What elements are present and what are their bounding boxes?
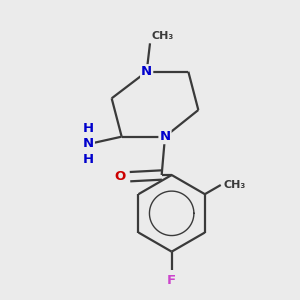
Text: H: H <box>83 153 94 166</box>
Text: N: N <box>141 65 152 78</box>
Text: F: F <box>167 274 176 287</box>
Text: N: N <box>83 137 94 150</box>
Text: H: H <box>83 122 94 135</box>
Text: N: N <box>159 130 171 143</box>
Text: CH₃: CH₃ <box>224 180 246 190</box>
Text: O: O <box>115 170 126 183</box>
Text: CH₃: CH₃ <box>152 31 174 41</box>
